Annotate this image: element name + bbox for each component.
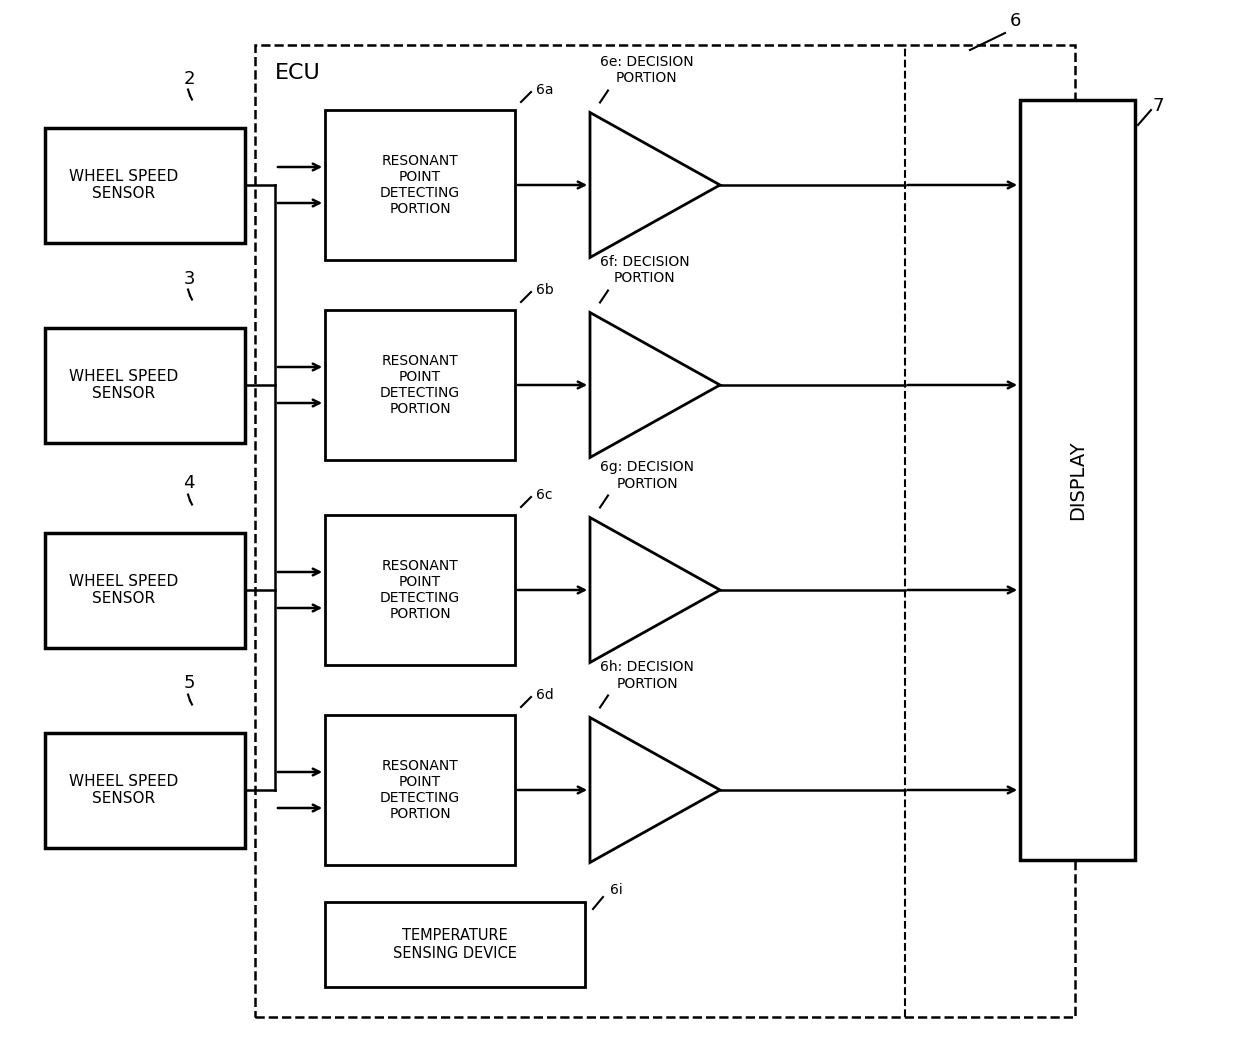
Bar (325, 902, 585, 987)
Text: ECU: ECU (275, 63, 321, 84)
Text: 6e: DECISION
PORTION: 6e: DECISION PORTION (600, 55, 693, 86)
Text: WHEEL SPEED
SENSOR: WHEEL SPEED SENSOR (69, 574, 179, 607)
Text: RESONANT
POINT
DETECTING
PORTION: RESONANT POINT DETECTING PORTION (379, 354, 460, 416)
Text: WHEEL SPEED
SENSOR: WHEEL SPEED SENSOR (69, 369, 179, 402)
Bar (45, 533, 246, 648)
Text: DISPLAY: DISPLAY (1068, 440, 1087, 520)
Text: 6i: 6i (610, 883, 622, 897)
Bar (45, 733, 246, 848)
Text: WHEEL SPEED
SENSOR: WHEEL SPEED SENSOR (69, 774, 179, 806)
Text: 6f: DECISION
PORTION: 6f: DECISION PORTION (600, 256, 689, 285)
Text: 4: 4 (184, 475, 195, 493)
Bar (255, 45, 1075, 1017)
Polygon shape (590, 112, 720, 258)
Text: 6b: 6b (536, 283, 554, 297)
Polygon shape (590, 718, 720, 863)
Polygon shape (590, 518, 720, 663)
Polygon shape (590, 313, 720, 458)
Text: 6d: 6d (536, 688, 554, 702)
Text: RESONANT
POINT
DETECTING
PORTION: RESONANT POINT DETECTING PORTION (379, 559, 460, 622)
Bar (325, 715, 515, 865)
Text: 6h: DECISION
PORTION: 6h: DECISION PORTION (600, 661, 694, 690)
Text: 7: 7 (1153, 97, 1164, 115)
Text: WHEEL SPEED
SENSOR: WHEEL SPEED SENSOR (69, 169, 179, 201)
Text: 5: 5 (184, 674, 195, 692)
Text: RESONANT
POINT
DETECTING
PORTION: RESONANT POINT DETECTING PORTION (379, 759, 460, 821)
Text: 2: 2 (184, 70, 195, 88)
Text: 6g: DECISION
PORTION: 6g: DECISION PORTION (600, 460, 694, 490)
Text: TEMPERATURE
SENSING DEVICE: TEMPERATURE SENSING DEVICE (393, 928, 517, 961)
Bar (325, 310, 515, 460)
Bar (325, 110, 515, 260)
Text: 6: 6 (1011, 12, 1022, 30)
Bar (45, 328, 246, 443)
Bar (325, 515, 515, 665)
Bar (1021, 100, 1135, 860)
Text: 6a: 6a (536, 84, 553, 97)
Text: 3: 3 (184, 270, 195, 288)
Bar (45, 128, 246, 242)
Text: 6c: 6c (536, 488, 553, 502)
Text: RESONANT
POINT
DETECTING
PORTION: RESONANT POINT DETECTING PORTION (379, 153, 460, 217)
